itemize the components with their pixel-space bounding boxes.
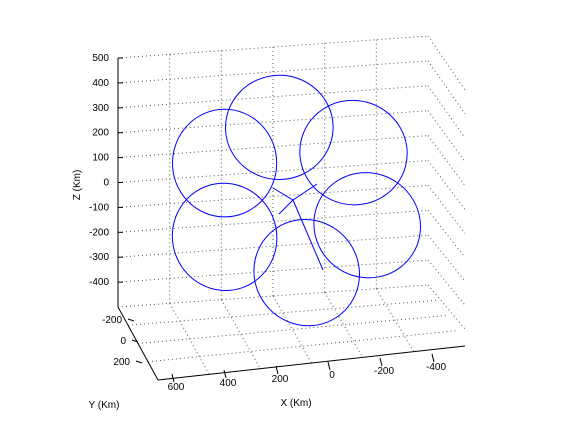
z-tick-label: 500 [92,53,109,64]
grid-line [428,235,465,281]
grid-line [428,210,465,257]
trajectory-loop [158,170,290,305]
grid-line [138,316,447,344]
grid-line [428,86,465,138]
grid-line [428,285,465,329]
x-tick-label: 400 [220,378,237,389]
z-tick-label: -300 [89,252,109,263]
tick-labels: 500 400 300 200 100 0 -100 -200 -300 -400 600 400 20… [89,53,446,393]
grid-line [118,136,428,158]
trajectory-loop [294,152,441,298]
z-tick-label: 200 [92,128,109,139]
x-axis-label: X (Km) [280,398,311,409]
grid-line [376,289,414,352]
grid-line [118,86,428,108]
x-tick-label: -200 [374,366,394,377]
grid-line [118,210,428,232]
grid-line [428,111,465,162]
trajectory-center-segments [273,184,323,270]
z-axis-label: Z (Km) [72,170,83,201]
x-tick-mark [380,358,382,366]
y-tick-label: -200 [102,315,122,326]
x-tick-label: 200 [272,374,289,385]
trajectory-loop [288,88,419,216]
grid-line [428,136,465,186]
grid-line [170,303,210,374]
y-tick-label: 0 [120,336,126,347]
grid-line [428,161,465,210]
x-tick-mark [328,362,330,370]
y-tick-mark [136,361,142,363]
trajectory-loop [173,109,277,217]
z-tick-label: 400 [92,78,109,89]
grid-line [428,61,465,114]
grid-line [325,292,363,357]
x-tick-label: 600 [168,382,185,393]
x-tick-mark [432,354,434,362]
grid-line [221,300,260,369]
grid-line [118,235,428,257]
grid-line [148,331,456,362]
grid-line [428,260,465,305]
z-tick-label: -400 [89,277,109,288]
grid-line [273,296,312,363]
trajectory-curve [158,73,440,348]
grid-line [428,185,465,233]
grid-line [118,185,428,207]
trajectory-loop [223,73,336,183]
z-tick-label: 100 [92,153,109,164]
x-tick-label: -400 [426,362,446,373]
y-tick-label: 200 [113,357,130,368]
grid-line [428,36,465,90]
z-tick-label: 300 [92,103,109,114]
z-tick-label: -100 [89,202,109,213]
y-tick-mark [128,319,134,321]
x-tick-mark [224,370,226,378]
z-tick-label: 0 [103,178,109,189]
axis-line [158,346,465,380]
y-axis-label: Y (Km) [89,400,120,411]
z-tick-label: -200 [89,227,109,238]
x-tick-label: 0 [329,370,335,381]
grid-line [118,111,428,133]
